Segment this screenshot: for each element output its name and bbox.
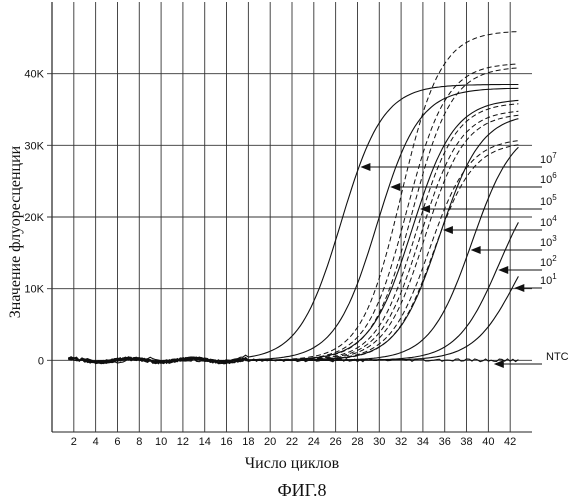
series-curve-5 (68, 222, 518, 363)
dashed-curve (68, 145, 518, 364)
label-arrowhead (420, 205, 430, 213)
x-axis-title: Число циклов (245, 455, 340, 472)
x-tick-labels: 24681012141618202224262830323436384042 (71, 436, 517, 448)
dashed-curve (68, 111, 518, 363)
x-tick-label: 42 (504, 436, 516, 448)
label-arrowhead (471, 246, 481, 254)
series-curve-6 (68, 276, 518, 363)
y-tick-label: 10K (24, 284, 44, 296)
dashed-curve (68, 115, 518, 364)
x-tick-label: 12 (177, 436, 189, 448)
series-label: 103 (540, 234, 557, 249)
x-tick-label: 6 (114, 436, 120, 448)
series-curve-1 (68, 88, 518, 363)
y-axis-title: Значение флуоресценции (7, 145, 24, 318)
series-labels: 107 106 105 104 103 102 101 NTC (360, 151, 568, 368)
x-tick-label: 22 (286, 436, 298, 448)
dashed-curve (68, 32, 518, 364)
x-tick-label: 38 (460, 436, 472, 448)
dashed-curve (68, 64, 518, 363)
series-curve-4 (68, 147, 518, 363)
series-label: 107 (540, 151, 557, 166)
x-tick-label: 20 (264, 436, 276, 448)
x-tick-label: 10 (155, 436, 167, 448)
x-tick-label: 26 (330, 436, 342, 448)
x-tick-label: 18 (242, 436, 254, 448)
y-tick-label: 30K (24, 140, 44, 152)
series-label: NTC (546, 351, 569, 363)
x-tick-label: 28 (351, 436, 363, 448)
solid-curves (68, 85, 518, 364)
y-tick-labels: 0 10K 20K 30K 40K (24, 69, 44, 368)
x-tick-label: 34 (417, 436, 429, 448)
series-label: 106 (540, 171, 557, 186)
label-arrowhead (498, 266, 508, 274)
y-tick-label: 20K (24, 212, 44, 224)
dashed-curve (68, 141, 518, 364)
series-label: 101 (540, 272, 557, 287)
x-tick-label: 30 (373, 436, 385, 448)
y-tick-label: 40K (24, 69, 44, 81)
x-tick-label: 8 (136, 436, 142, 448)
x-tick-label: 36 (439, 436, 451, 448)
series-label: 105 (540, 193, 557, 208)
y-tick-label: 0 (38, 355, 44, 367)
label-arrowhead (390, 183, 400, 191)
dashed-curve (68, 104, 518, 364)
series-label: 102 (540, 254, 557, 269)
series-label: 104 (540, 214, 557, 229)
label-arrowhead (514, 284, 524, 292)
x-tick-label: 16 (220, 436, 232, 448)
series-curve-0 (68, 85, 518, 364)
figure-caption: ФИГ.8 (277, 480, 326, 500)
x-tick-label: 2 (71, 436, 77, 448)
chart-grid (47, 2, 532, 432)
x-tick-label: 24 (308, 436, 320, 448)
dashed-curves (68, 32, 518, 364)
dashed-curve (68, 68, 518, 364)
x-tick-label: 32 (395, 436, 407, 448)
x-tick-label: 4 (93, 436, 99, 448)
x-tick-label: 40 (482, 436, 494, 448)
x-tick-label: 14 (199, 436, 211, 448)
label-arrowhead (360, 163, 370, 171)
